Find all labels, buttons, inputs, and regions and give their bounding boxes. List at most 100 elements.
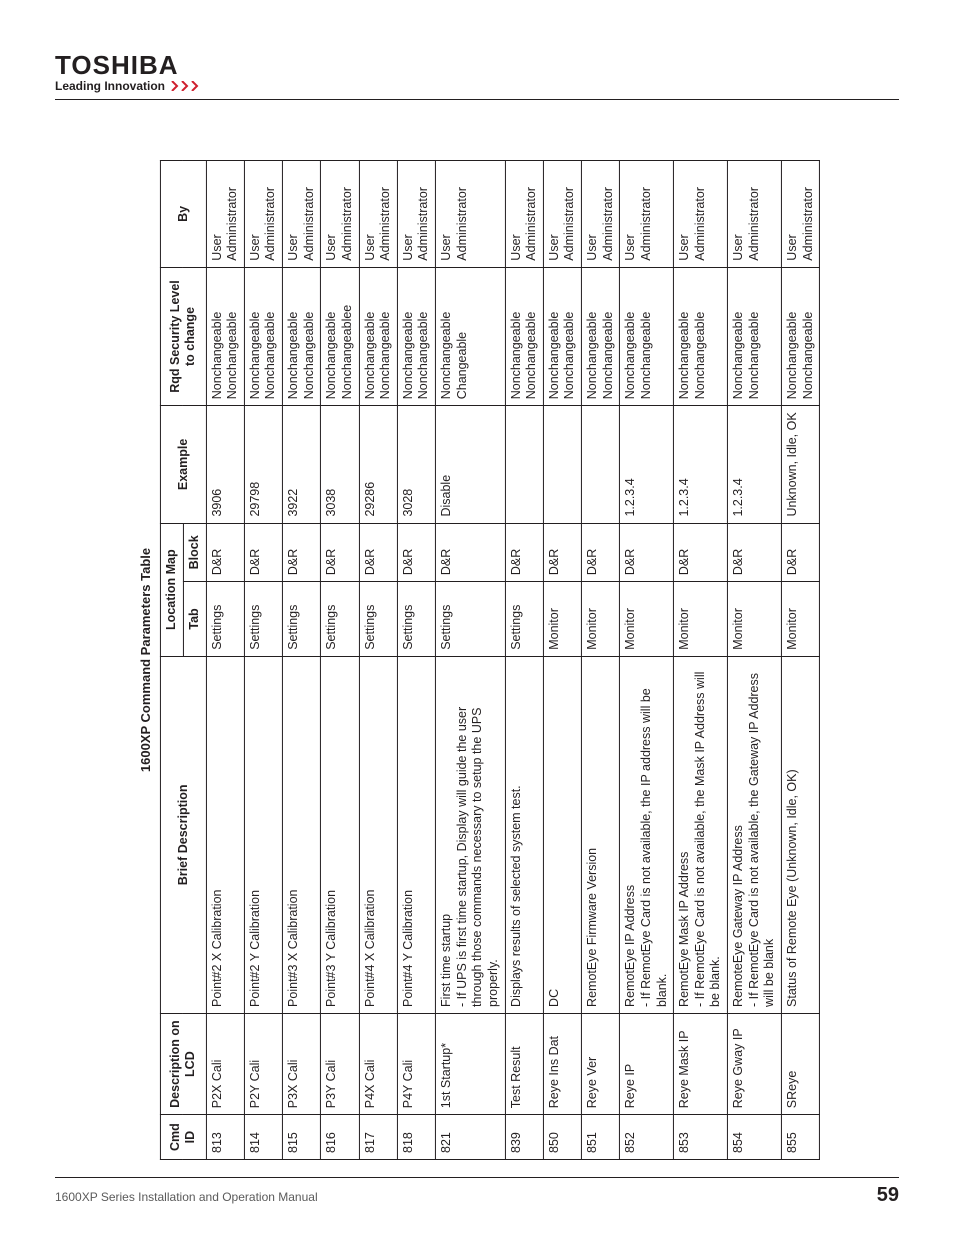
cell-by: UserAdministrator — [206, 161, 244, 268]
table-row: 8211st Startup*First time startup- If UP… — [435, 161, 505, 1160]
cell-block: D&R — [244, 523, 282, 582]
cell-sec: NonchangeableNonchangeable — [581, 267, 619, 406]
col-location-map: Location Map — [161, 523, 184, 656]
cell-tab: Monitor — [781, 582, 819, 657]
cell-brief: RemotEye IP Address- If RemotEye Card is… — [620, 656, 674, 1013]
cell-block: D&R — [581, 523, 619, 582]
cell-block: D&R — [359, 523, 397, 582]
col-tab: Tab — [183, 582, 206, 657]
cell-block: D&R — [620, 523, 674, 582]
cell-lcd: Reye IP — [620, 1013, 674, 1114]
cell-sec: NonchangeableNonchangeable — [620, 267, 674, 406]
cell-by: UserAdministrator — [543, 161, 581, 268]
cell-cmd_id: 817 — [359, 1115, 397, 1160]
cell-lcd: P3X Cali — [282, 1013, 320, 1114]
cell-sec: NonchangeableNonchangeable — [543, 267, 581, 406]
cell-cmd_id: 850 — [543, 1115, 581, 1160]
cell-cmd_id: 851 — [581, 1115, 619, 1160]
cell-cmd_id: 813 — [206, 1115, 244, 1160]
cell-cmd_id: 853 — [674, 1115, 728, 1160]
cell-tab: Monitor — [674, 582, 728, 657]
cell-brief: Point#4 Y Calibration — [397, 656, 435, 1013]
cell-brief: RemotEye Mask IP Address- If RemotEye Ca… — [674, 656, 728, 1013]
cell-tab: Settings — [397, 582, 435, 657]
command-parameters-table: 1600XP Command Parameters Table Cmd ID D… — [134, 160, 820, 1160]
col-example: Example — [161, 406, 206, 523]
cell-lcd: SReye — [781, 1013, 819, 1114]
cell-example — [581, 406, 619, 523]
cell-lcd: Reye Ins Dat — [543, 1013, 581, 1114]
cell-block: D&R — [543, 523, 581, 582]
cell-by: UserAdministrator — [727, 161, 781, 268]
cell-sec: NonchangeableNonchangeable — [244, 267, 282, 406]
table-row: 839Test ResultDisplays results of select… — [505, 161, 543, 1160]
cell-sec: NonchangeableNonchangeable — [282, 267, 320, 406]
table-zone: 1600XP Command Parameters Table Cmd ID D… — [55, 150, 899, 1170]
cell-sec: NonchangeableNonchangeable — [505, 267, 543, 406]
cell-lcd: 1st Startup* — [435, 1013, 505, 1114]
cell-cmd_id: 855 — [781, 1115, 819, 1160]
cell-cmd_id: 815 — [282, 1115, 320, 1160]
cell-block: D&R — [435, 523, 505, 582]
footer-rule — [55, 1177, 899, 1178]
cell-tab: Settings — [206, 582, 244, 657]
cell-brief: RemoteEye Gateway IP Address- If RemotEy… — [727, 656, 781, 1013]
cell-tab: Monitor — [727, 582, 781, 657]
cell-example: 29798 — [244, 406, 282, 523]
cell-example: 3922 — [282, 406, 320, 523]
cell-example: 1.2.3.4 — [674, 406, 728, 523]
cell-example: 3038 — [321, 406, 359, 523]
cell-tab: Settings — [282, 582, 320, 657]
cell-example: Disable — [435, 406, 505, 523]
cell-brief: Displays results of selected system test… — [505, 656, 543, 1013]
cell-by: UserAdministrator — [435, 161, 505, 268]
cell-cmd_id: 816 — [321, 1115, 359, 1160]
cell-by: UserAdministrator — [359, 161, 397, 268]
cell-sec: NonchangeableNonchangeable — [206, 267, 244, 406]
cell-example: 3028 — [397, 406, 435, 523]
cell-example: 3906 — [206, 406, 244, 523]
cell-example — [543, 406, 581, 523]
rotated-table-wrap: 1600XP Command Parameters Table Cmd ID D… — [134, 160, 820, 1160]
cell-cmd_id: 839 — [505, 1115, 543, 1160]
cell-tab: Settings — [321, 582, 359, 657]
cell-example: 1.2.3.4 — [727, 406, 781, 523]
cell-brief: Point#3 X Calibration — [282, 656, 320, 1013]
cell-example: 29286 — [359, 406, 397, 523]
col-block: Block — [183, 523, 206, 582]
page-number: 59 — [877, 1184, 899, 1207]
cell-sec: NonchangeableNonchangeable — [397, 267, 435, 406]
cell-cmd_id: 852 — [620, 1115, 674, 1160]
table-row: 814P2Y CaliPoint#2 Y CalibrationSettings… — [244, 161, 282, 1160]
cell-brief: DC — [543, 656, 581, 1013]
cell-cmd_id: 854 — [727, 1115, 781, 1160]
cell-cmd_id: 814 — [244, 1115, 282, 1160]
cell-lcd: Reye Ver — [581, 1013, 619, 1114]
cell-example: Unknown, Idle, OK — [781, 406, 819, 523]
cell-sec: NonchangeableNonchangeable — [781, 267, 819, 406]
cell-brief: Point#3 Y Calibration — [321, 656, 359, 1013]
table-row: 818P4Y CaliPoint#4 Y CalibrationSettings… — [397, 161, 435, 1160]
tagline-row: Leading Innovation — [55, 79, 899, 93]
cell-tab: Monitor — [581, 582, 619, 657]
table-head: Cmd ID Description on LCD Brief Descript… — [161, 161, 206, 1160]
cell-by: UserAdministrator — [581, 161, 619, 268]
cell-lcd: P4X Cali — [359, 1013, 397, 1114]
cell-tab: Settings — [505, 582, 543, 657]
cell-tab: Settings — [435, 582, 505, 657]
manual-title: 1600XP Series Installation and Operation… — [55, 1190, 318, 1204]
page-footer: 1600XP Series Installation and Operation… — [55, 1177, 899, 1207]
cell-block: D&R — [206, 523, 244, 582]
col-by: By — [161, 161, 206, 268]
table-row: 850Reye Ins DatDCMonitorD&RNonchangeable… — [543, 161, 581, 1160]
cell-sec: NonchangeableNonchangeablee — [321, 267, 359, 406]
cell-by: UserAdministrator — [397, 161, 435, 268]
brand-tagline: Leading Innovation — [55, 79, 165, 93]
cell-block: D&R — [781, 523, 819, 582]
cell-sec: NonchangeableNonchangeable — [674, 267, 728, 406]
table-row: 853Reye Mask IPRemotEye Mask IP Address-… — [674, 161, 728, 1160]
brand-block: TOSHIBA Leading Innovation — [55, 50, 899, 93]
cell-block: D&R — [505, 523, 543, 582]
cell-cmd_id: 821 — [435, 1115, 505, 1160]
cell-sec: NonchangeableNonchangeable — [359, 267, 397, 406]
